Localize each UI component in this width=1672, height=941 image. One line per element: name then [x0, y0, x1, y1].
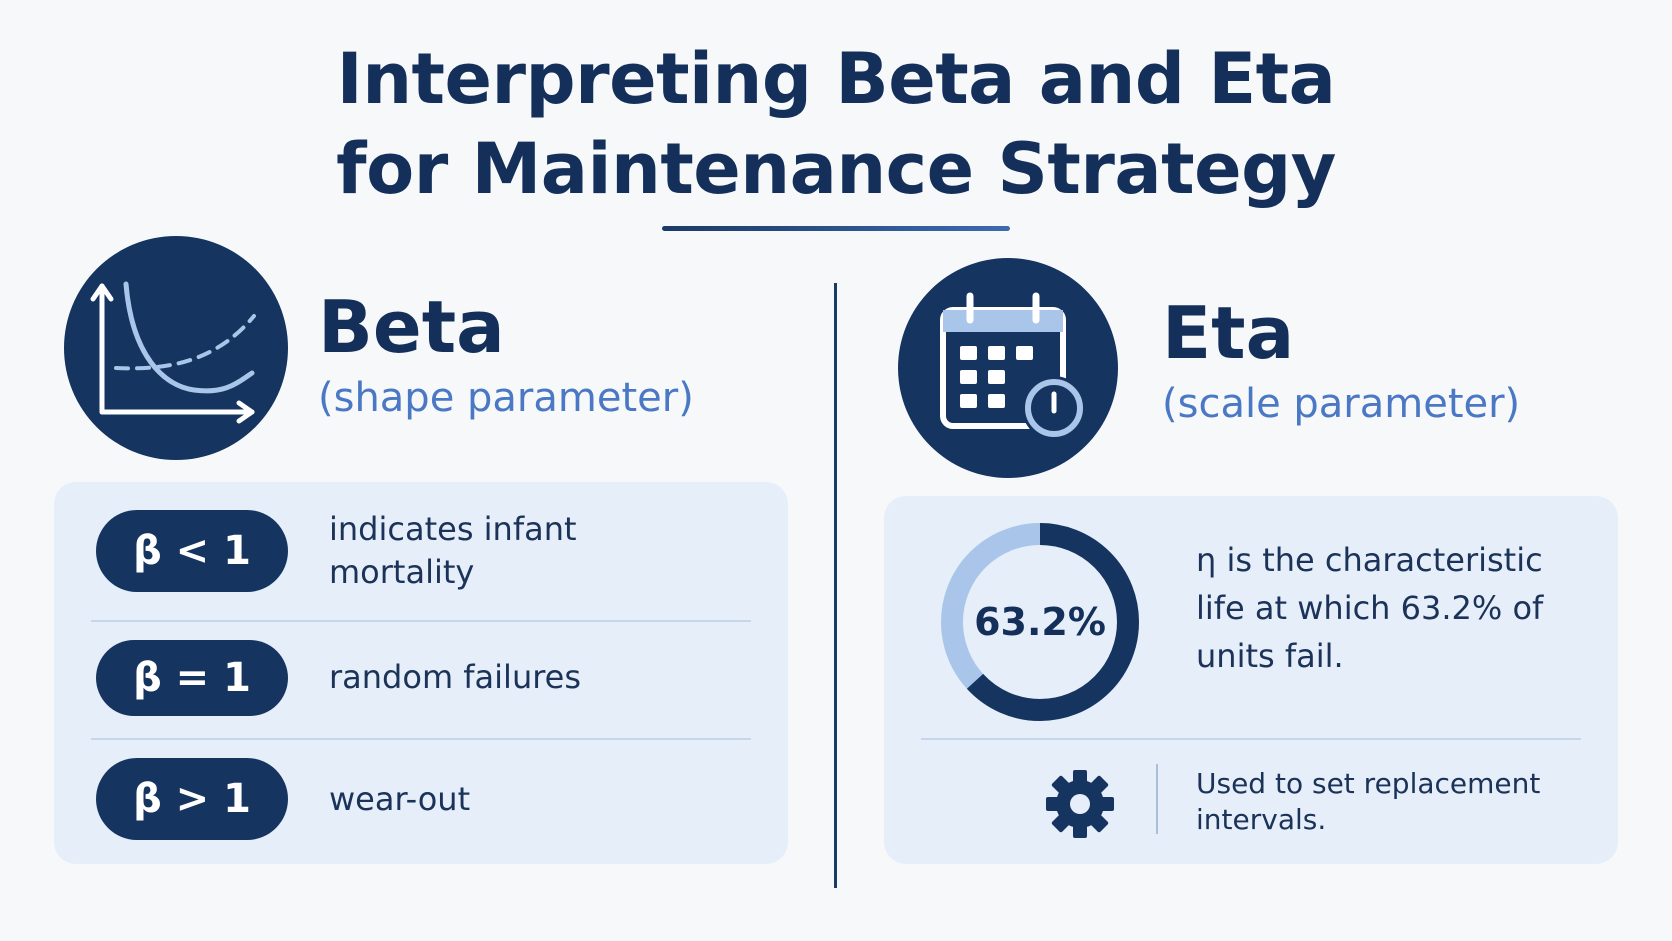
beta-badge: β < 1: [96, 510, 288, 592]
beta-row-text: indicates infant mortality: [329, 510, 577, 591]
eta-note: Used to set replacement intervals.: [1196, 767, 1541, 836]
eta-name: Eta: [1162, 291, 1295, 375]
page-title: Interpreting Beta and Eta for Maintenanc…: [0, 34, 1672, 214]
beta-row: β = 1 random failures: [54, 640, 788, 718]
donut-percent-label: 63.2%: [974, 600, 1106, 644]
title-line-2: for Maintenance Strategy: [336, 128, 1336, 210]
row-separator: [91, 620, 751, 622]
beta-name: Beta: [318, 285, 505, 369]
donut-progress-arc: [941, 523, 1139, 721]
row-separator: [921, 738, 1581, 740]
beta-row-text: wear-out: [329, 780, 471, 818]
note-divider: [1156, 764, 1158, 834]
beta-row: β < 1 indicates infant mortality: [54, 510, 788, 592]
beta-row: β > 1 wear-out: [54, 758, 788, 840]
gear-icon: [1046, 770, 1114, 838]
eta-heading: Eta (scale parameter): [1162, 290, 1520, 432]
beta-card: β < 1 indicates infant mortality β = 1 r…: [54, 482, 788, 864]
beta-badge: β = 1: [96, 640, 288, 716]
calendar-clock-icon: [898, 258, 1118, 478]
eta-description: η is the characteristic life at which 63…: [1196, 541, 1544, 675]
beta-row-text: random failures: [329, 658, 582, 696]
title-underline: [662, 226, 1010, 231]
title-line-1: Interpreting Beta and Eta: [336, 38, 1336, 120]
percent-donut: [941, 523, 1139, 721]
beta-subtitle: (shape parameter): [318, 375, 694, 421]
section-divider: [834, 283, 837, 888]
curve-chart-icon: [64, 236, 288, 460]
row-separator: [91, 738, 751, 740]
eta-card: 63.2% η is the characteristic life at wh…: [884, 496, 1618, 864]
beta-badge: β > 1: [96, 758, 288, 840]
eta-subtitle: (scale parameter): [1162, 381, 1521, 427]
beta-heading: Beta (shape parameter): [318, 284, 694, 426]
